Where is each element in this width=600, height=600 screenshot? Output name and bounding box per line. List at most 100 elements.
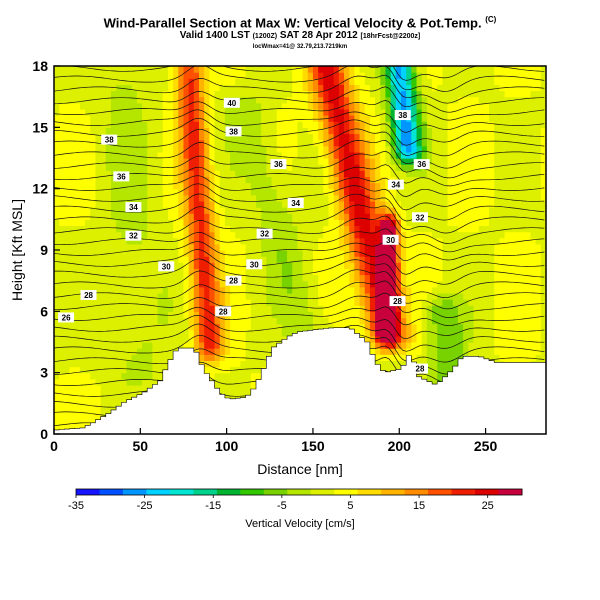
field-cell bbox=[54, 372, 60, 380]
field-cell bbox=[64, 200, 71, 208]
field-cell bbox=[281, 151, 288, 159]
field-cell bbox=[281, 286, 288, 294]
field-cell bbox=[281, 237, 288, 245]
field-cell bbox=[136, 108, 143, 116]
field-cell bbox=[74, 335, 81, 343]
field-cell bbox=[79, 372, 86, 380]
field-cell bbox=[307, 66, 314, 73]
field-cell bbox=[359, 243, 366, 251]
field-cell bbox=[375, 329, 381, 337]
field-cell bbox=[54, 219, 60, 227]
field-cell bbox=[271, 250, 278, 257]
field-cell bbox=[287, 305, 293, 312]
field-cell bbox=[95, 164, 102, 171]
field-cell bbox=[400, 354, 407, 361]
field-cell bbox=[116, 342, 122, 349]
field-cell bbox=[209, 127, 216, 135]
field-cell bbox=[167, 342, 174, 349]
field-cell bbox=[426, 335, 433, 343]
field-cell bbox=[219, 158, 226, 165]
field-cell bbox=[416, 84, 423, 92]
field-cell bbox=[323, 250, 330, 257]
field-cell bbox=[147, 102, 153, 110]
field-cell bbox=[59, 133, 65, 141]
field-cell bbox=[390, 164, 397, 171]
field-cell bbox=[281, 256, 288, 263]
field-cell bbox=[302, 84, 309, 92]
field-cell bbox=[116, 366, 122, 374]
field-cell bbox=[281, 274, 288, 282]
field-cell bbox=[59, 231, 65, 239]
field-cell bbox=[390, 96, 397, 104]
field-cell bbox=[74, 90, 81, 98]
field-cell bbox=[126, 384, 133, 392]
field-cell bbox=[64, 409, 71, 417]
field-cell bbox=[468, 311, 475, 319]
field-cell bbox=[110, 335, 117, 343]
field-cell bbox=[390, 84, 397, 92]
field-cell bbox=[126, 121, 133, 128]
field-cell bbox=[240, 176, 247, 184]
field-cell bbox=[219, 133, 226, 141]
field-cell bbox=[209, 342, 216, 349]
field-cell bbox=[302, 108, 309, 116]
field-cell bbox=[468, 158, 475, 165]
field-cell bbox=[100, 72, 107, 79]
field-cell bbox=[157, 90, 164, 98]
field-cell bbox=[266, 274, 273, 282]
field-cell bbox=[281, 176, 288, 184]
field-cell bbox=[432, 108, 438, 116]
field-cell bbox=[447, 243, 454, 251]
field-cell bbox=[121, 90, 128, 98]
field-cell bbox=[255, 342, 262, 349]
field-cell bbox=[147, 317, 153, 325]
field-cell bbox=[447, 139, 454, 147]
field-cell bbox=[64, 182, 71, 190]
field-cell bbox=[338, 268, 345, 276]
field-cell bbox=[349, 170, 355, 177]
field-cell bbox=[255, 72, 262, 79]
field-cell bbox=[287, 274, 293, 282]
field-cell bbox=[214, 292, 221, 300]
field-cell bbox=[349, 207, 355, 214]
field-cell bbox=[302, 207, 309, 214]
field-cell bbox=[121, 182, 128, 190]
field-cell bbox=[328, 299, 335, 306]
field-cell bbox=[54, 108, 60, 116]
field-cell bbox=[411, 133, 418, 141]
field-cell bbox=[230, 256, 236, 263]
field-cell bbox=[230, 360, 236, 368]
field-cell bbox=[369, 72, 376, 79]
field-cell bbox=[442, 200, 449, 208]
field-cell bbox=[64, 121, 71, 128]
field-cell bbox=[74, 409, 81, 417]
field-cell bbox=[369, 96, 376, 104]
field-cell bbox=[131, 96, 138, 104]
field-cell bbox=[318, 231, 324, 239]
field-cell bbox=[79, 391, 86, 398]
field-cell bbox=[162, 139, 169, 147]
field-cell bbox=[271, 280, 278, 288]
field-cell bbox=[297, 317, 304, 325]
field-cell bbox=[307, 256, 314, 263]
field-cell bbox=[354, 127, 361, 135]
field-cell bbox=[167, 188, 174, 196]
field-cell bbox=[74, 292, 81, 300]
field-cell bbox=[173, 121, 179, 128]
field-cell bbox=[421, 66, 428, 73]
field-cell bbox=[473, 243, 480, 251]
field-cell bbox=[110, 403, 117, 411]
field-cell bbox=[110, 317, 117, 325]
field-cell bbox=[297, 90, 304, 98]
field-cell bbox=[142, 305, 148, 312]
field-cell bbox=[318, 102, 324, 110]
field-cell bbox=[209, 194, 216, 202]
field-cell bbox=[261, 194, 267, 202]
field-cell bbox=[178, 237, 185, 245]
field-cell bbox=[463, 274, 469, 282]
field-cell bbox=[54, 342, 60, 349]
field-cell bbox=[276, 231, 283, 239]
field-cell bbox=[85, 164, 91, 171]
field-cell bbox=[152, 225, 159, 233]
field-cell bbox=[121, 397, 128, 404]
